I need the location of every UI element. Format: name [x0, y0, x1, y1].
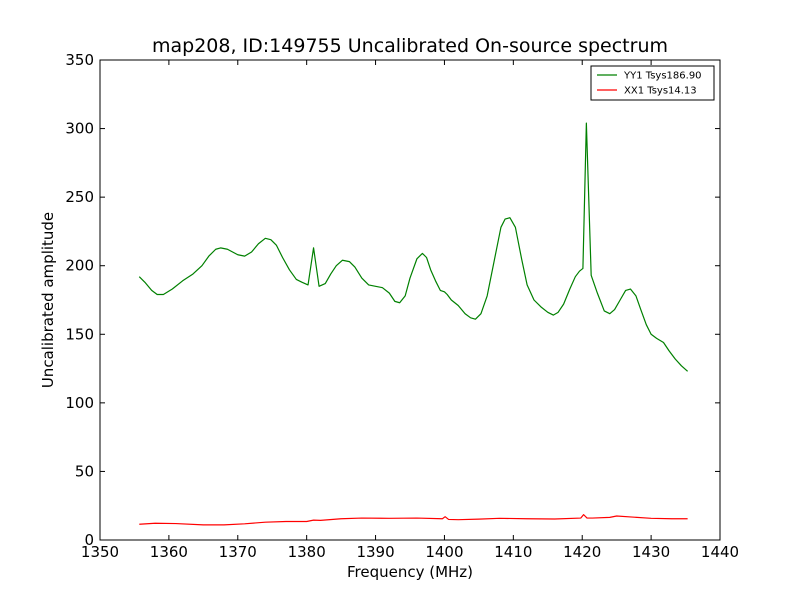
- x-tick-label: 1350: [81, 543, 119, 561]
- x-tick-label: 1440: [701, 543, 739, 561]
- y-tick-label: 250: [65, 188, 94, 206]
- y-tick-label: 100: [65, 394, 94, 412]
- legend: YY1 Tsys186.90 XX1 Tsys14.13: [590, 65, 715, 101]
- y-axis-label: Uncalibrated amplitude: [39, 212, 57, 388]
- y-tick-label: 0: [84, 531, 94, 549]
- x-tick-label: 1380: [288, 543, 326, 561]
- x-axis-label: Frequency (MHz): [347, 563, 473, 581]
- legend-label-xx1: XX1 Tsys14.13: [624, 86, 697, 97]
- x-tick-label: 1360: [150, 543, 188, 561]
- y-tick-label: 200: [65, 257, 94, 275]
- ticks-layer: 1350 1360 1370 1380 1390 1400 1410 1420 1430 1440…: [65, 51, 739, 561]
- y-tick-label: 300: [65, 120, 94, 138]
- plot-area: [99, 59, 721, 541]
- x-tick-label: 1400: [425, 543, 463, 561]
- series-layer: [138, 122, 689, 526]
- x-tick-label: 1420: [563, 543, 601, 561]
- x-tick-label: 1410: [494, 543, 532, 561]
- x-tick-label: 1390: [356, 543, 394, 561]
- y-tick-label: 150: [65, 325, 94, 343]
- chart-title: map208, ID:149755 Uncalibrated On-source…: [152, 35, 668, 57]
- y-tick-label: 50: [75, 462, 94, 480]
- y-tick-label: 350: [65, 51, 94, 69]
- series-line-xx1: [139, 514, 688, 526]
- legend-label-yy1: YY1 Tsys186.90: [623, 71, 702, 82]
- x-tick-label: 1370: [219, 543, 257, 561]
- x-tick-label: 1430: [632, 543, 670, 561]
- series-line-yy1: [138, 122, 689, 372]
- legend-box: [590, 65, 715, 101]
